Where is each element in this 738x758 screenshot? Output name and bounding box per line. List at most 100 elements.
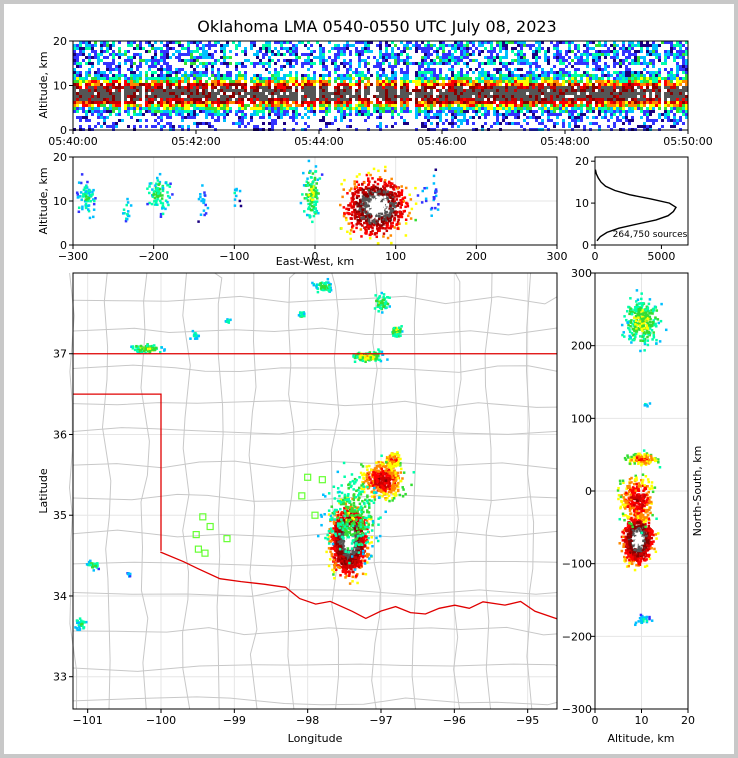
source-cell [676, 74, 679, 77]
source-cell [205, 101, 208, 104]
source-cell [631, 119, 634, 122]
source-cell [442, 44, 445, 47]
source-cell [127, 101, 130, 104]
source-cell [565, 92, 568, 95]
source-cell [151, 56, 154, 59]
source-cell [622, 104, 625, 107]
source-cell [205, 116, 208, 119]
source-cell [385, 47, 388, 50]
source-cell [325, 92, 328, 95]
source-cell [610, 92, 613, 95]
source-cell [376, 196, 379, 199]
source-cell [310, 89, 313, 92]
source-cell [664, 53, 667, 56]
source-cell [271, 77, 274, 80]
source-cell [383, 179, 387, 182]
source-cell [577, 104, 580, 107]
source-cell [451, 74, 454, 77]
source-cell [628, 86, 631, 89]
source-cell [667, 83, 670, 86]
source-cell [124, 89, 127, 92]
source-cell [613, 50, 616, 53]
source-cell [349, 237, 353, 241]
source-cell [526, 86, 529, 89]
source-cell [371, 229, 374, 233]
source-cell [202, 101, 205, 104]
source-cell [553, 104, 556, 107]
source-cell [616, 92, 619, 95]
y-tick-label: 20 [53, 35, 67, 48]
source-cell [130, 92, 133, 95]
source-cell [199, 107, 202, 110]
source-cell [307, 41, 310, 44]
source-cell [139, 77, 142, 80]
source-cell [238, 101, 241, 104]
source-cell [349, 62, 352, 65]
source-cell [274, 89, 277, 92]
source-cell [556, 47, 559, 50]
source-cell [359, 188, 362, 192]
source-cell [514, 68, 517, 71]
source-cell [319, 56, 322, 59]
source-cell [358, 74, 361, 77]
source-cell [514, 83, 517, 86]
source-cell [652, 59, 655, 62]
source-cell [350, 187, 353, 190]
source-cell [351, 206, 355, 209]
source-cell [208, 53, 211, 56]
source-cell [361, 113, 364, 116]
source-cell [106, 80, 109, 83]
source-cell [394, 86, 397, 89]
source-cell [133, 104, 136, 107]
source-cell [589, 41, 592, 44]
source-cell [334, 101, 337, 104]
source-cell [346, 92, 349, 95]
source-cell [574, 92, 577, 95]
source-cell [562, 77, 565, 80]
source-cell [637, 50, 640, 53]
source-cell [619, 83, 622, 86]
source-cell [363, 210, 366, 213]
source-cell [610, 83, 613, 86]
source-cell [100, 116, 103, 119]
source-cell [481, 62, 484, 65]
source-cell [136, 107, 139, 110]
source-cell [664, 83, 667, 86]
source-cell [229, 86, 232, 89]
source-cell [421, 110, 424, 113]
source-cell [376, 80, 379, 83]
source-cell [331, 98, 334, 101]
source-cell [490, 80, 493, 83]
source-cell [556, 86, 559, 89]
source-cell [202, 71, 205, 74]
source-cell [274, 101, 277, 104]
source-cell [190, 89, 193, 92]
source-cell [424, 59, 427, 62]
source-cell [580, 107, 583, 110]
source-cell [365, 219, 368, 222]
source-cell [265, 47, 268, 50]
source-cell [601, 71, 604, 74]
source-cell [559, 77, 562, 80]
source-cell [124, 59, 127, 62]
source-cell [442, 98, 445, 101]
ew-altitude-sources [75, 159, 440, 245]
source-cell [319, 92, 322, 95]
source-cell [505, 122, 508, 125]
source-cell [352, 77, 355, 80]
source-cell [307, 80, 310, 83]
source-cell [478, 50, 481, 53]
source-cell [205, 89, 208, 92]
source-cell [322, 110, 325, 113]
source-cell [390, 177, 393, 181]
source-cell [382, 95, 385, 98]
source-cell [310, 107, 313, 110]
source-cell [208, 56, 211, 59]
source-cell [403, 92, 406, 95]
source-cell [574, 62, 577, 65]
source-cell [538, 44, 541, 47]
source-cell [679, 119, 682, 122]
source-cell [439, 119, 442, 122]
source-cell [544, 80, 547, 83]
source-cell [280, 80, 283, 83]
